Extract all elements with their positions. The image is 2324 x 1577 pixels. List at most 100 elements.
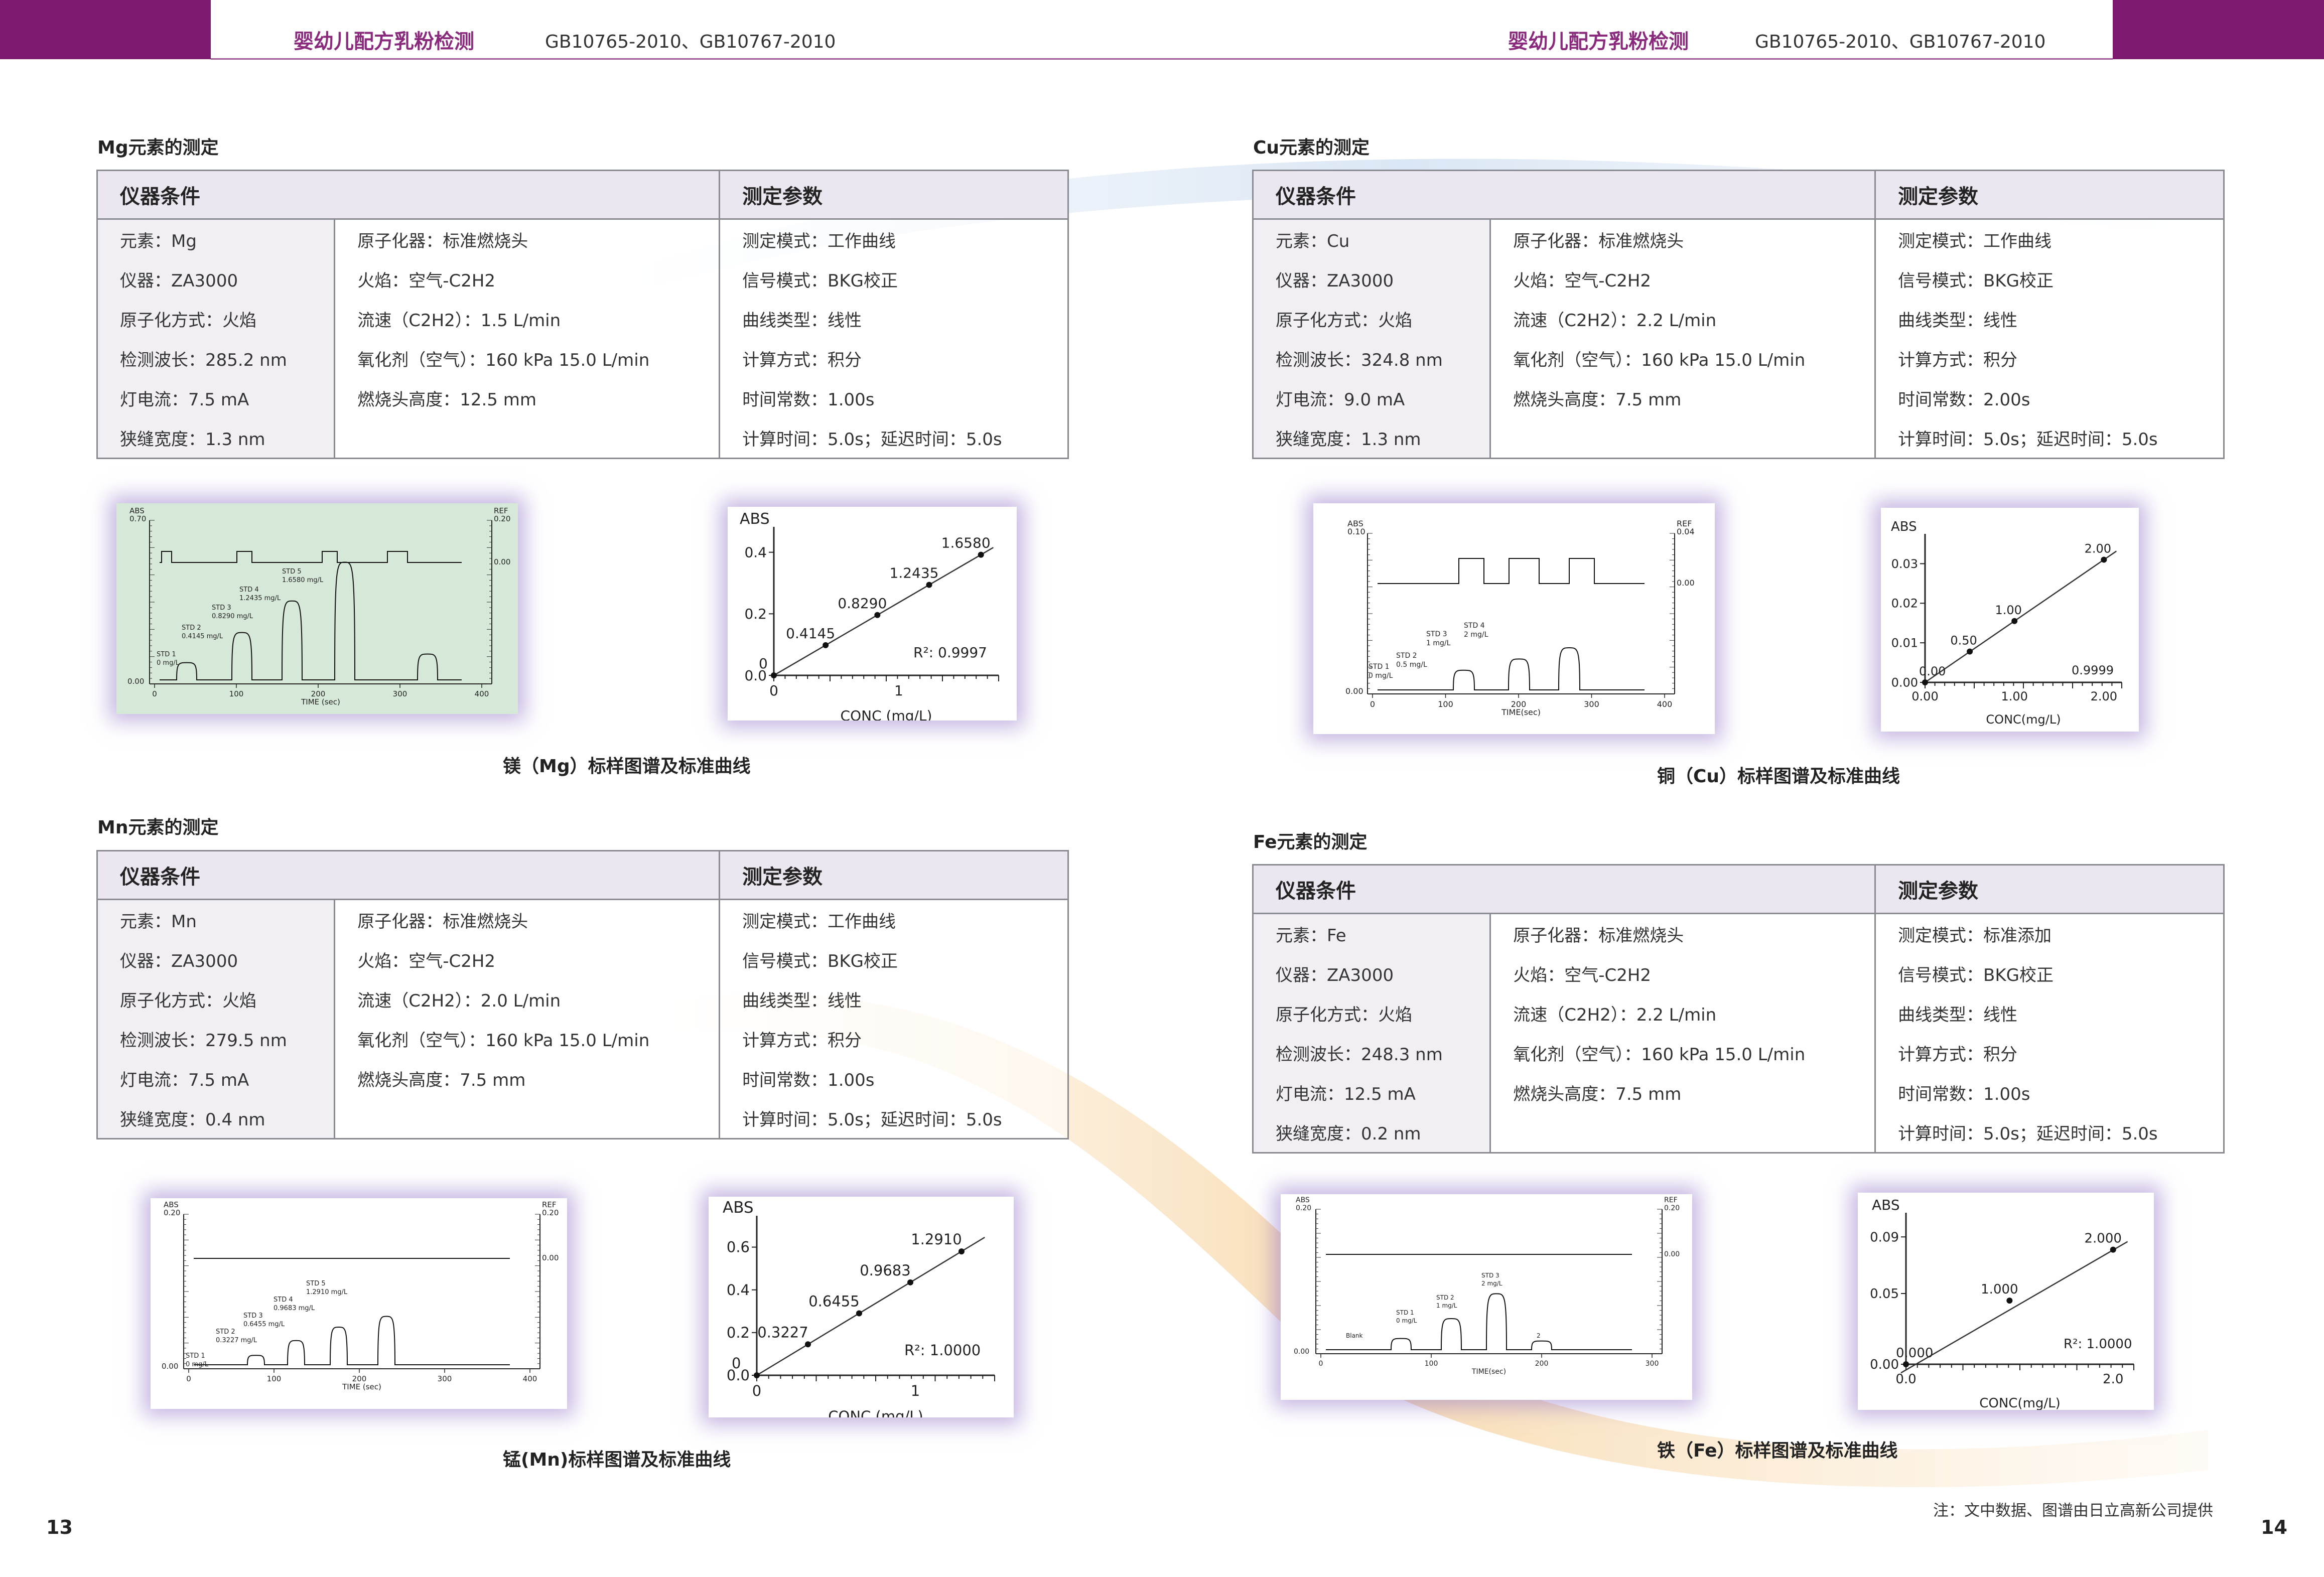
caption-mg: 镁（Mg）标样图谱及标准曲线 — [503, 756, 751, 777]
x-tick-label: 200 — [352, 1374, 367, 1383]
reference-trace — [160, 551, 462, 563]
x-tick-label: 0 — [152, 689, 157, 698]
y-tick-label: 0.6 — [727, 1239, 750, 1256]
section-title-mg: Mg元素的测定 — [97, 137, 219, 158]
parameter-cell: 计算时间：5.0s；延迟时间：5.0s — [1874, 418, 2225, 459]
instrument-cell: 仪器：ZA3000 — [1252, 259, 1491, 299]
data-point — [978, 551, 984, 558]
ref-label: REF — [1677, 519, 1692, 528]
instrument-cell: 检测波长：279.5 nm — [96, 1019, 336, 1059]
header-band-left — [0, 0, 211, 59]
caption-cu: 铜（Cu）标样图谱及标准曲线 — [1657, 766, 1900, 787]
standard-label: 0.5 mg/L — [1396, 661, 1427, 669]
instrument-cell: 仪器：ZA3000 — [96, 259, 336, 299]
y-tick-label: 0.02 — [1891, 597, 1918, 611]
table-row: 灯电流：12.5 mA 燃烧头高度：7.5 mm 时间常数：1.00s — [1252, 1073, 2225, 1112]
standard-label: 2 mg/L — [1481, 1280, 1502, 1287]
table-row: 元素：Fe 原子化器：标准燃烧头 测定模式：标准添加 — [1252, 913, 2225, 954]
header-title-right: 婴幼儿配方乳粉检测 — [1508, 30, 1689, 53]
x-axis-label: CONC (mg/L) — [828, 1408, 923, 1417]
standard-label: STD 5 — [282, 568, 302, 576]
atomizer-cell: 流速（C2H2）：1.5 L/min — [334, 299, 721, 339]
standard-label: STD 1 — [1396, 1309, 1414, 1316]
section-title-cu: Cu元素的测定 — [1253, 137, 1370, 158]
instrument-cell: 原子化方式：火焰 — [96, 979, 336, 1019]
measurement-params-header: 测定参数 — [1874, 170, 2225, 220]
atomizer-cell — [1489, 418, 1876, 459]
data-point — [958, 1248, 965, 1255]
ref-mid-label: 0.00 — [1664, 1250, 1680, 1258]
signal-trace — [1326, 1293, 1632, 1350]
instrument-cell: 元素：Fe — [1252, 913, 1491, 954]
conditions-table-mn: 仪器条件 测定参数 元素：Mn 原子化器：标准燃烧头 测定模式：工作曲线 仪器：ZA300… — [96, 850, 1069, 1139]
x-axis-label: TIME(sec) — [1471, 1368, 1506, 1376]
data-point — [2101, 556, 2107, 563]
standard-label: 0 mg/L — [157, 659, 180, 667]
parameter-cell: 时间常数：2.00s — [1874, 378, 2225, 418]
parameter-cell: 曲线类型：线性 — [1874, 993, 2225, 1033]
data-label: 1.2910 — [911, 1231, 962, 1248]
atomizer-cell: 火焰：空气-C2H2 — [334, 940, 721, 979]
table-row: 仪器：ZA3000 火焰：空气-C2H2 信号模式：BKG校正 — [96, 259, 1069, 299]
data-label: 0 — [732, 1355, 741, 1372]
instrument-cell: 原子化方式：火焰 — [96, 299, 336, 339]
x-tick-label: 0 — [752, 1382, 761, 1399]
y-tick-label: 0.05 — [1870, 1286, 1899, 1302]
header-standard-right: GB10765-2010、GB10767-2010 — [1755, 32, 2046, 52]
standard-label: Blank — [1346, 1332, 1363, 1339]
standard-label: 0.9683 mg/L — [274, 1305, 315, 1312]
data-label: 1.000 — [1981, 1282, 2018, 1297]
table-row: 灯电流：7.5 mA 燃烧头高度：12.5 mm 时间常数：1.00s — [96, 378, 1069, 418]
instrument-conditions-header: 仪器条件 — [96, 170, 721, 220]
y-axis-label: ABS — [723, 1199, 754, 1217]
x-tick-label: 200 — [311, 689, 326, 698]
table-row: 仪器：ZA3000 火焰：空气-C2H2 信号模式：BKG校正 — [1252, 954, 2225, 993]
calibration-chart-fe: 0.0 2.0 0.00 0.05 0.09 ABS CONC(mg/L) 0.000 1.00… — [1858, 1193, 2154, 1410]
atomizer-cell — [334, 1098, 721, 1139]
data-label: 0.000 — [1896, 1346, 1933, 1361]
standard-label: STD 3 — [212, 604, 231, 612]
data-point — [804, 1341, 811, 1348]
parameter-cell: 测定模式：工作曲线 — [719, 899, 1069, 940]
table-row: 仪器：ZA3000 火焰：空气-C2H2 信号模式：BKG校正 — [96, 940, 1069, 979]
spectrum-chart-mg: ABS 0.70 0.00 REF 0.20 0.00 0 100 200 300 400 TIME … — [116, 503, 518, 714]
data-label: 0 — [759, 655, 768, 672]
y-tick-label: 0.00 — [1870, 1357, 1899, 1372]
x-tick-label: 300 — [1584, 699, 1599, 709]
footnote: 注：文中数据、图谱由日立高新公司提供 — [1933, 1502, 2213, 1520]
instrument-cell: 狭缝宽度：0.2 nm — [1252, 1112, 1491, 1154]
standard-label: STD 4 — [274, 1296, 293, 1304]
data-point — [1922, 679, 1928, 685]
standard-label: STD 3 — [1426, 630, 1447, 638]
y-tick-label: 0.2 — [744, 606, 767, 622]
atomizer-cell: 火焰：空气-C2H2 — [1489, 954, 1876, 993]
x-tick-label: 2.00 — [2091, 689, 2117, 703]
x-tick-label: 300 — [393, 689, 407, 698]
x-tick-label: 100 — [1425, 1360, 1438, 1368]
table-row: 狭缝宽度：0.4 nm 计算时间：5.0s；延迟时间：5.0s — [96, 1098, 1069, 1139]
section-title-fe: Fe元素的测定 — [1253, 832, 1368, 852]
page-number-left: 13 — [46, 1516, 73, 1538]
header-title-left: 婴幼儿配方乳粉检测 — [294, 30, 474, 53]
instrument-cell: 灯电流：7.5 mA — [96, 378, 336, 418]
conditions-table-cu: 仪器条件 测定参数 元素：Cu 原子化器：标准燃烧头 测定模式：工作曲线 仪器：ZA300… — [1252, 170, 2225, 459]
data-label: 1.2435 — [890, 565, 939, 582]
x-tick-label: 0.00 — [1911, 689, 1938, 703]
table-row: 原子化方式：火焰 流速（C2H2）：1.5 L/min 曲线类型：线性 — [96, 299, 1069, 339]
y-axis-label: ABS — [740, 510, 770, 528]
ref-top-label: 0.20 — [542, 1208, 559, 1217]
y-tick-label: 0.01 — [1891, 636, 1918, 650]
abs-label: ABS — [1347, 519, 1363, 528]
x-tick-label: 0 — [1319, 1360, 1323, 1368]
x-tick-label: 0 — [1370, 699, 1375, 709]
y-tick-label: 0.4 — [744, 544, 767, 560]
x-tick-label: 1.00 — [2001, 689, 2027, 703]
atomizer-cell: 氧化剂（空气）：160 kPa 15.0 L/min — [1489, 1033, 1876, 1073]
x-axis-label: TIME (sec) — [301, 697, 340, 706]
parameter-cell: 计算方式：积分 — [1874, 339, 2225, 378]
table-row: 原子化方式：火焰 流速（C2H2）：2.2 L/min 曲线类型：线性 — [1252, 993, 2225, 1033]
data-label: 0.4145 — [786, 625, 835, 642]
parameter-cell: 测定模式：标准添加 — [1874, 913, 2225, 954]
regression-line — [756, 1237, 985, 1376]
instrument-cell: 仪器：ZA3000 — [96, 940, 336, 979]
